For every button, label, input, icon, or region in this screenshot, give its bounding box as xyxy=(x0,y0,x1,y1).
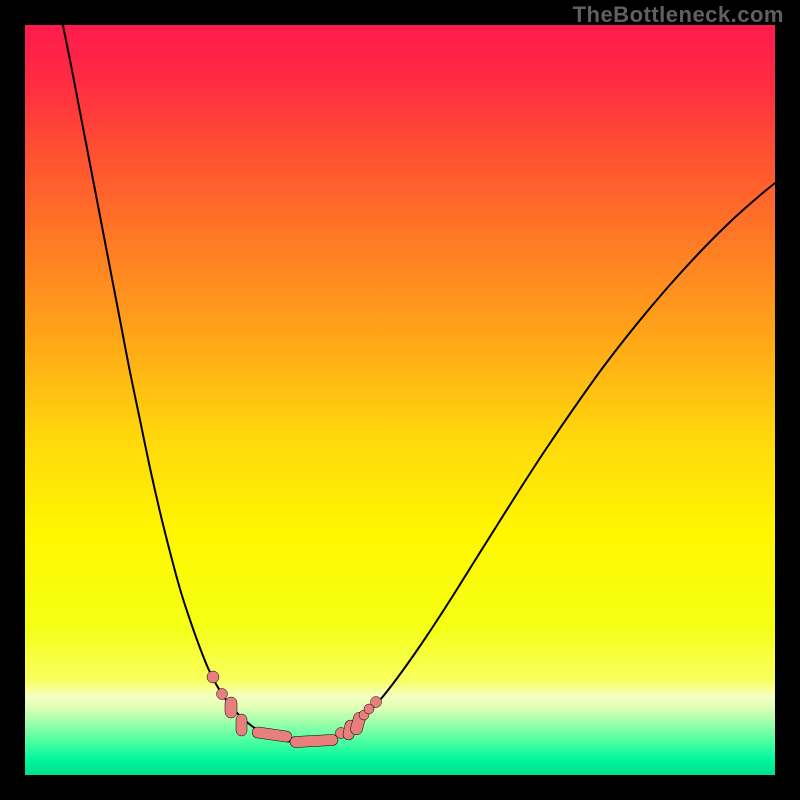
watermark-text: TheBottleneck.com xyxy=(573,2,784,28)
outer-frame: TheBottleneck.com xyxy=(0,0,800,800)
plot-gradient-background xyxy=(25,25,775,775)
